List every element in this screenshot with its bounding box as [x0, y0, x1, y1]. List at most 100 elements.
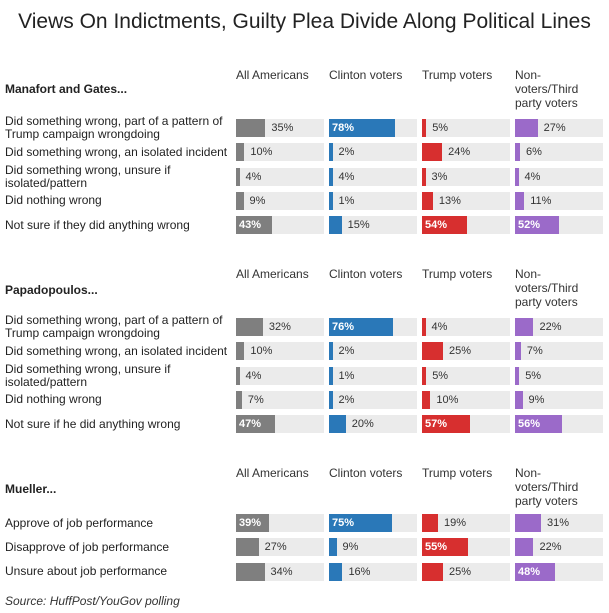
bar: [329, 191, 333, 210]
data-label: 16%: [348, 565, 371, 578]
bar: [329, 342, 333, 361]
data-label: 76%: [332, 321, 355, 333]
column-header: Trump voters: [422, 267, 493, 281]
data-label: 7%: [526, 345, 543, 358]
bar: [515, 366, 520, 385]
data-label: 24%: [448, 146, 471, 159]
data-label: 10%: [250, 345, 273, 358]
row-label: Did something wrong, part of a pattern o…: [5, 313, 223, 340]
bar-track: [236, 191, 324, 210]
bar: [236, 366, 240, 385]
bar: [515, 415, 563, 434]
bar-track: [515, 167, 603, 186]
data-label: 35%: [271, 122, 294, 134]
bar: [422, 342, 443, 361]
bar: [515, 538, 534, 557]
bar: [422, 119, 427, 137]
bar: [236, 342, 245, 361]
column-header: Non-voters/Third party voters: [515, 466, 579, 508]
bar-track: [515, 191, 603, 210]
bar-track: [329, 538, 417, 557]
bar: [329, 415, 346, 434]
data-label: 2%: [338, 345, 355, 358]
row-label: Did something wrong, an isolated inciden…: [5, 343, 228, 358]
data-label: 34%: [270, 565, 293, 578]
bar: [422, 167, 426, 186]
bar-track: [329, 167, 417, 186]
bar: [515, 514, 542, 532]
bar: [422, 191, 433, 210]
column-header: Trump voters: [422, 68, 493, 82]
data-label: 5%: [432, 122, 449, 134]
bar: [236, 562, 265, 581]
bar: [236, 216, 273, 235]
bar: [236, 167, 240, 186]
bar: [422, 514, 438, 532]
bar-track: [422, 342, 510, 361]
row-label: Not sure if he did anything wrong: [5, 416, 181, 431]
bar: [515, 143, 521, 162]
data-label: 4%: [431, 321, 448, 333]
data-label: 9%: [249, 194, 266, 207]
column-header: All Americans: [236, 466, 309, 480]
bar-track: [329, 390, 417, 409]
bar: [515, 167, 519, 186]
data-label: 22%: [539, 541, 562, 554]
bar: [236, 318, 263, 336]
bar: [329, 143, 333, 162]
data-label: 7%: [247, 393, 264, 406]
data-label: 11%: [530, 194, 552, 207]
bar-track: [236, 390, 324, 409]
bar-track: [422, 119, 510, 137]
bar: [329, 119, 395, 137]
section-title: Mueller...: [5, 482, 57, 496]
data-label: 2%: [338, 146, 355, 159]
data-label: 27%: [264, 541, 287, 554]
bar-track: [329, 366, 417, 385]
data-label: 20%: [351, 418, 374, 431]
bar: [329, 216, 342, 235]
row-label: Did something wrong, an isolated inciden…: [5, 144, 228, 159]
data-label: 25%: [449, 565, 472, 578]
chart-title: Views On Indictments, Guilty Plea Divide…: [18, 10, 591, 33]
data-label: 3%: [431, 170, 448, 183]
row-label: Unsure about job performance: [5, 564, 168, 579]
data-label: 13%: [438, 194, 461, 207]
data-label: 15%: [347, 219, 370, 232]
data-label: 9%: [342, 541, 359, 554]
data-label: 4%: [245, 170, 262, 183]
bar: [515, 191, 525, 210]
data-label: 22%: [539, 321, 562, 333]
source-note: Source: HuffPost/YouGov polling: [5, 594, 180, 608]
column-header: Clinton voters: [329, 68, 403, 82]
data-label: 4%: [524, 170, 541, 183]
bar: [515, 318, 534, 336]
data-label: 9%: [528, 393, 545, 406]
bar-track: [422, 318, 510, 336]
row-label: Did nothing wrong: [5, 193, 102, 208]
data-label: 32%: [268, 321, 291, 333]
bar: [329, 318, 393, 336]
bar-track: [515, 538, 603, 557]
data-label: 52%: [518, 219, 541, 232]
row-label: Did something wrong, unsure if isolated/…: [5, 162, 171, 190]
bar: [329, 514, 392, 532]
bar: [422, 143, 443, 162]
bar-track: [236, 366, 324, 385]
bar: [329, 366, 333, 385]
bar: [422, 562, 443, 581]
bar-track: [422, 191, 510, 210]
bar: [422, 366, 427, 385]
section-title: Papadopoulos...: [5, 283, 98, 297]
bar-track: [422, 562, 510, 581]
bar-track: [329, 415, 417, 434]
bar: [236, 514, 269, 532]
section-title: Manafort and Gates...: [5, 82, 128, 96]
column-header: Clinton voters: [329, 267, 403, 281]
data-label: 4%: [338, 170, 355, 183]
data-label: 47%: [239, 418, 262, 431]
bar: [422, 415, 470, 434]
bar: [329, 562, 343, 581]
data-label: 4%: [245, 369, 262, 382]
data-label: 5%: [525, 369, 542, 382]
